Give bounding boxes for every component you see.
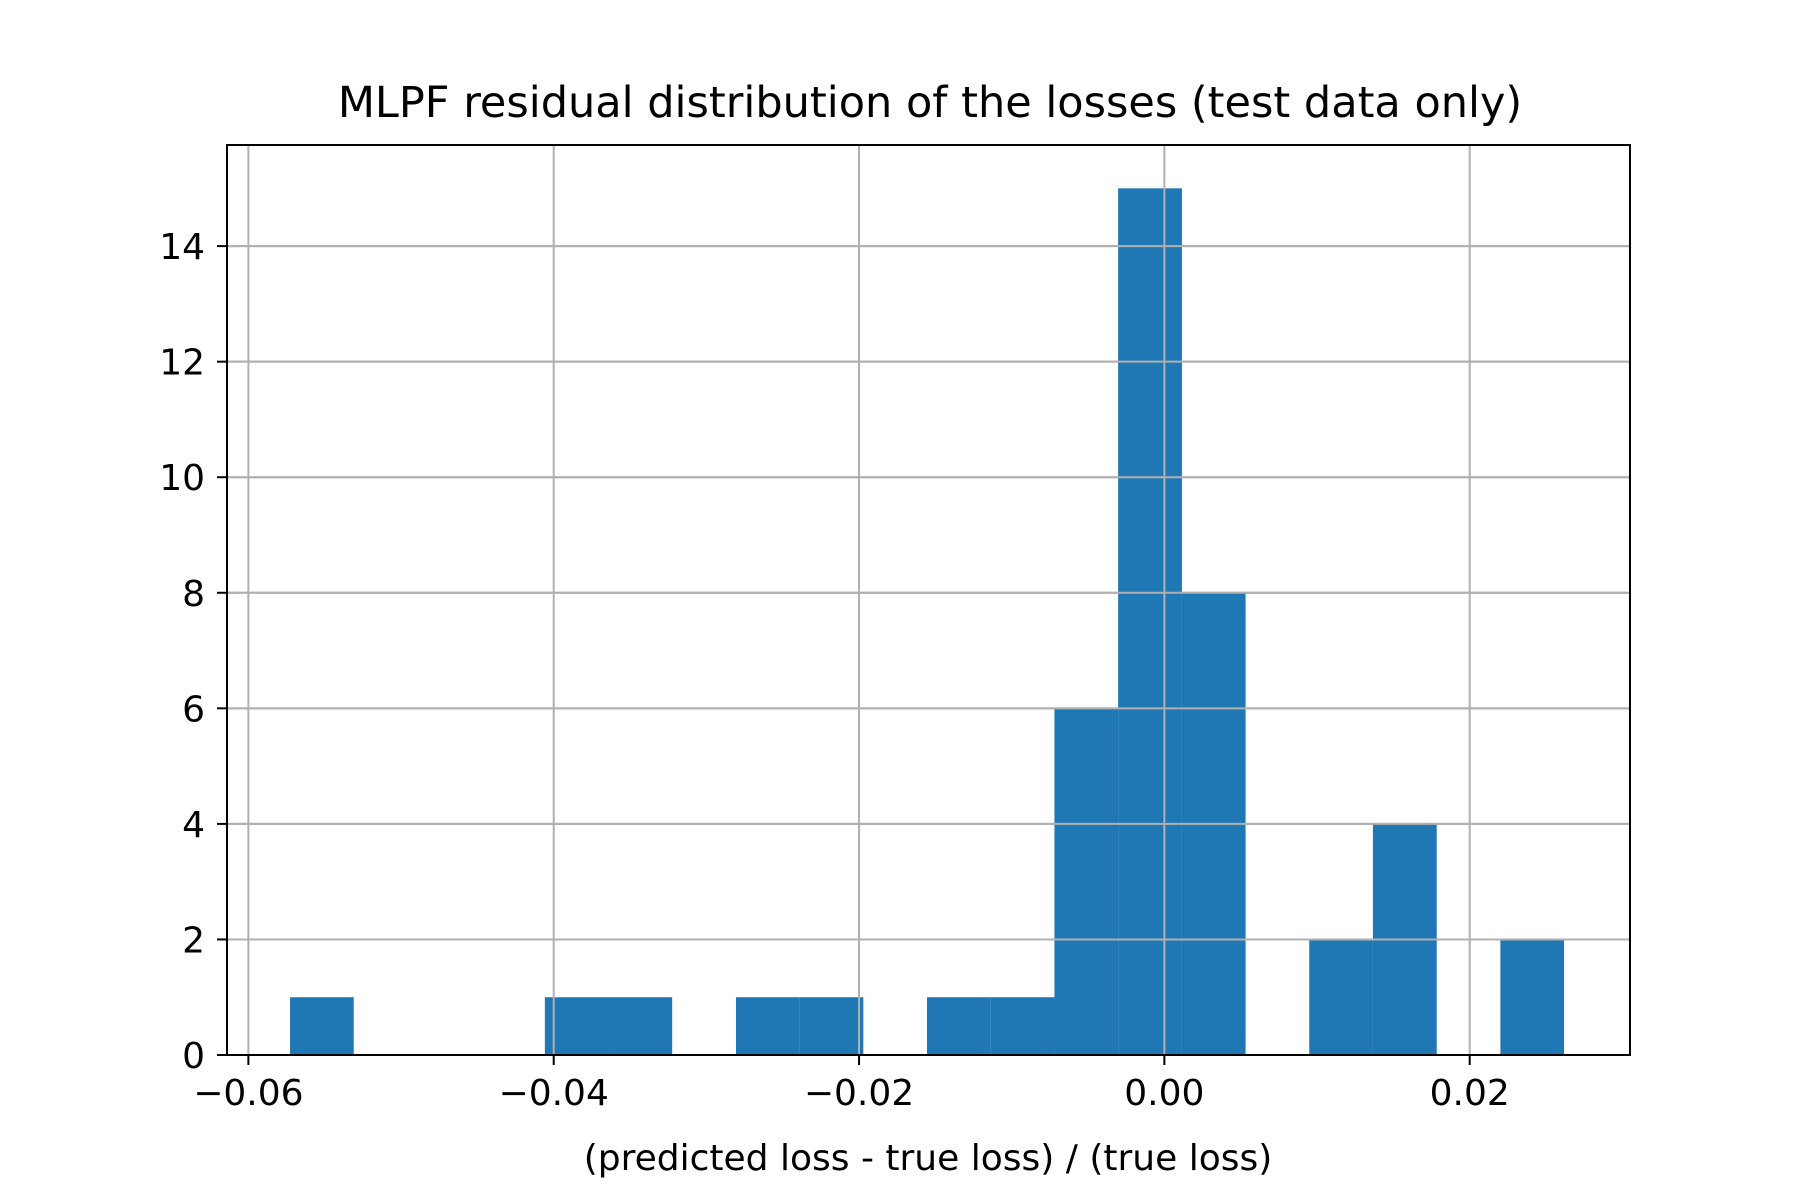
histogram-bar	[544, 997, 609, 1055]
y-tick-label: 14	[159, 227, 205, 268]
y-tick-label: 6	[182, 689, 205, 730]
histogram-bar	[608, 997, 673, 1055]
histogram-bar	[290, 997, 354, 1055]
histogram-bar	[1309, 939, 1373, 1055]
x-tick-label: −0.06	[193, 1073, 303, 1114]
y-tick-label: 10	[159, 458, 205, 499]
x-tick-label: −0.02	[804, 1073, 914, 1114]
histogram-bar	[735, 997, 800, 1055]
x-tick-label: −0.04	[499, 1073, 609, 1114]
y-tick-label: 0	[182, 1036, 205, 1077]
y-tick-label: 8	[182, 574, 205, 615]
histogram-bar	[926, 997, 991, 1055]
plot-frame	[226, 144, 1631, 1056]
x-axis-ticks: −0.06 −0.04 −0.02 0.00 0.02	[193, 1055, 1510, 1114]
histogram-bar	[1118, 188, 1182, 1056]
y-axis-ticks: 0 2 4 6 8 10 12 14	[159, 227, 227, 1077]
x-axis-label: (predicted loss - true loss) / (true los…	[584, 1138, 1273, 1179]
x-grid-lines	[227, 145, 1630, 1056]
histogram-bar	[799, 997, 864, 1055]
histogram-bar	[990, 997, 1055, 1055]
histogram-bars	[290, 188, 1565, 1056]
y-tick-label: 4	[182, 805, 205, 846]
y-tick-label: 12	[159, 343, 205, 384]
x-tick-label: 0.00	[1124, 1073, 1204, 1114]
x-tick-label: 0.02	[1430, 1073, 1510, 1114]
chart-title: MLPF residual distribution of the losses…	[338, 78, 1522, 128]
histogram-bar	[1054, 708, 1119, 1055]
y-tick-label: 2	[182, 920, 205, 961]
histogram-bar	[1500, 939, 1565, 1055]
